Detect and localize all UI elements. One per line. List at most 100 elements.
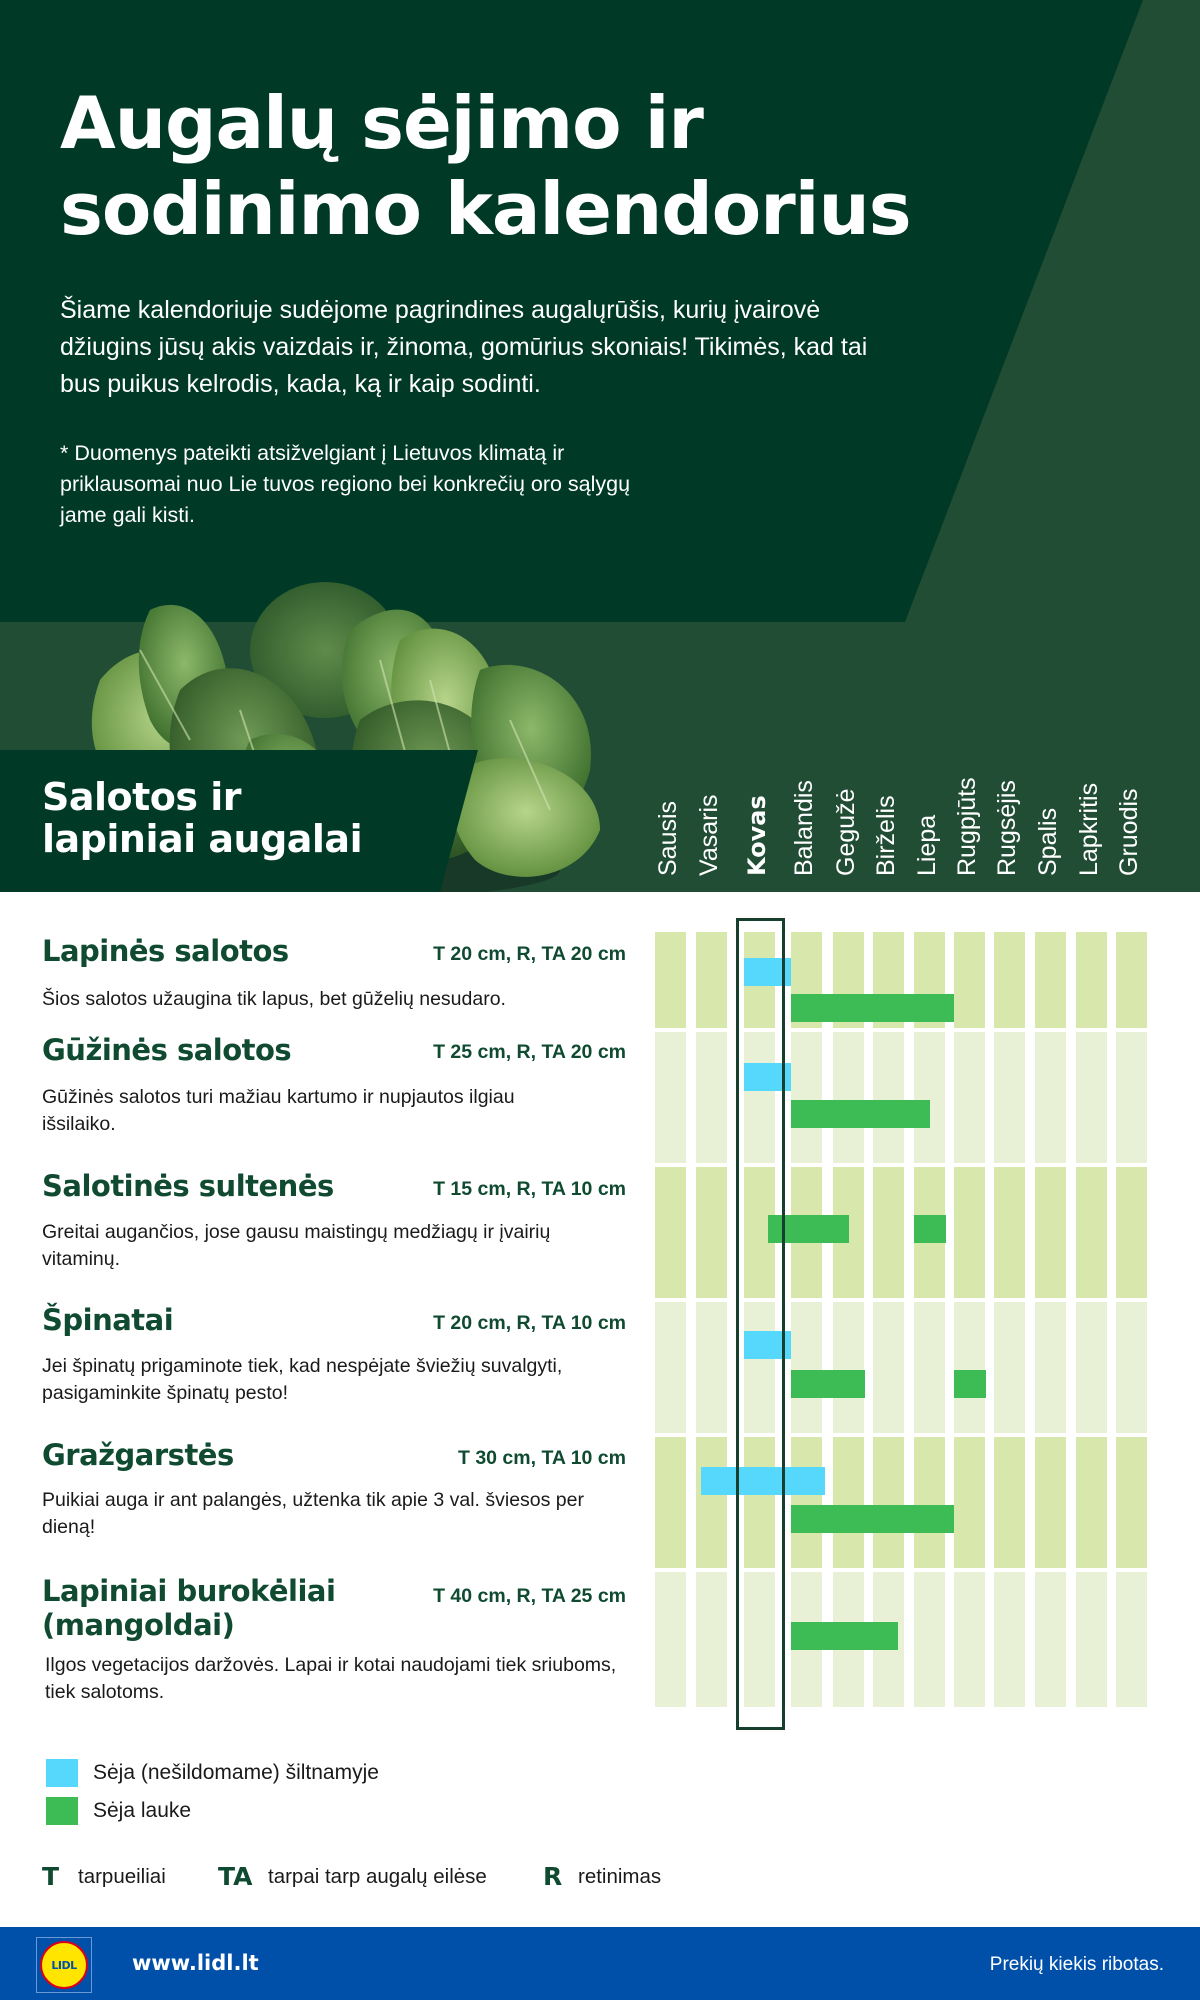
- grid-cell: [873, 1167, 904, 1298]
- grid-cell: [655, 932, 686, 1028]
- grid-cell: [994, 932, 1025, 1028]
- grid-cell: [914, 1302, 945, 1433]
- plant-name: Salotinės sultenės: [42, 1169, 334, 1203]
- plant-spacing: T 25 cm, R, TA 20 cm: [433, 1041, 626, 1063]
- grid-cell: [791, 1302, 822, 1433]
- plant-spacing: T 20 cm, R, TA 10 cm: [433, 1312, 626, 1334]
- greenhouse-swatch: [46, 1759, 78, 1787]
- grid-cell: [954, 932, 985, 1028]
- plant-description: Puikiai auga ir ant palangės, užtenka ti…: [42, 1489, 584, 1538]
- grid-cell: [954, 1167, 985, 1298]
- grid-cell: [1076, 1572, 1107, 1707]
- outdoor-sowing-bar: [791, 1100, 930, 1128]
- month-label-11: Lapkritis: [1075, 782, 1103, 876]
- plant-name: Špinatai: [42, 1303, 174, 1337]
- grid-cell: [1116, 1437, 1147, 1568]
- abbr-t-text: tarpueiliai: [78, 1865, 166, 1888]
- legend-outdoor-label: Sėja lauke: [93, 1799, 192, 1822]
- plant-description: Gūžinės salotos turi mažiau kartumo ir n…: [42, 1086, 515, 1135]
- grid-cell: [954, 1032, 985, 1163]
- grid-cell: [655, 1167, 686, 1298]
- page-title-line-2: sodinimo kalendorius: [60, 167, 912, 251]
- grid-cell: [1035, 1302, 1066, 1433]
- grid-cell: [1076, 1167, 1107, 1298]
- grid-cell: [1035, 932, 1066, 1028]
- website-link[interactable]: www.lidl.lt: [132, 1951, 259, 1975]
- plant-name: Lapiniai burokėliai (mangoldai): [42, 1574, 336, 1642]
- month-label-10: Spalis: [1034, 807, 1062, 876]
- grid-cell: [744, 1437, 775, 1568]
- month-label-9: Rugsėjis: [993, 780, 1021, 876]
- grid-cell: [954, 1302, 985, 1433]
- plant-description: Šios salotos užaugina tik lapus, bet gūž…: [42, 988, 506, 1010]
- grid-cell: [833, 1437, 864, 1568]
- month-label-2: Vasaris: [695, 794, 723, 876]
- grid-cell: [1035, 1032, 1066, 1163]
- page-title-line-1: Augalų sėjimo ir: [60, 81, 704, 165]
- month-label-5: Gegužė: [832, 788, 860, 876]
- grid-cell: [744, 1572, 775, 1707]
- grid-cell: [914, 1572, 945, 1707]
- grid-cell: [1076, 1302, 1107, 1433]
- grid-cell: [994, 1302, 1025, 1433]
- grid-cell: [994, 1167, 1025, 1298]
- grid-cell: [1116, 1032, 1147, 1163]
- month-label-3: Kovas: [743, 795, 771, 876]
- grid-cell: [696, 1167, 727, 1298]
- outdoor-sowing-bar: [791, 1370, 865, 1398]
- abbr-ta: TA: [218, 1862, 253, 1891]
- climate-note: * Duomenys pateikti atsižvelgiant į Liet…: [60, 441, 631, 527]
- grid-cell: [696, 1437, 727, 1568]
- grid-cell: [791, 1437, 822, 1568]
- plant-name: Gūžinės salotos: [42, 1033, 292, 1067]
- current-month-highlight: [736, 918, 785, 1730]
- section-title-line-1: Salotos ir: [42, 775, 242, 819]
- section-title: Salotos ir lapiniai augalai: [42, 775, 363, 861]
- footer: [0, 1927, 1200, 2000]
- grid-cell: [1116, 1302, 1147, 1433]
- abbr-t: T: [42, 1862, 60, 1891]
- grid-cell: [954, 1437, 985, 1568]
- grid-cell: [1116, 1167, 1147, 1298]
- month-label-6: Birželis: [872, 795, 900, 876]
- grid-cell: [655, 1032, 686, 1163]
- plant-spacing: T 30 cm, TA 10 cm: [458, 1447, 626, 1469]
- stock-disclaimer: Prekių kiekis ribotas.: [989, 1954, 1164, 1975]
- month-label-7: Liepa: [913, 814, 941, 876]
- grid-cell: [954, 1572, 985, 1707]
- plant-name-line-2: (mangoldai): [42, 1608, 235, 1642]
- grid-cell: [994, 1437, 1025, 1568]
- lidl-logo[interactable]: LIDL: [36, 1937, 92, 1993]
- grid-cell: [1076, 932, 1107, 1028]
- month-label-8: Rugpjūts: [953, 777, 981, 876]
- plant-spacing: T 20 cm, R, TA 20 cm: [433, 943, 626, 965]
- grid-cell: [1076, 1437, 1107, 1568]
- grid-cell: [696, 932, 727, 1028]
- section-title-line-2: lapiniai augalai: [42, 817, 363, 861]
- section-title-panel: [0, 750, 478, 892]
- grid-cell: [914, 1032, 945, 1163]
- grid-cell: [994, 1032, 1025, 1163]
- legend-greenhouse-label: Sėja (nešildomame) šiltnamyje: [93, 1761, 379, 1784]
- plant-name: Lapinės salotos: [42, 934, 289, 968]
- grid-cell: [1116, 932, 1147, 1028]
- grid-cell: [1076, 1032, 1107, 1163]
- outdoor-swatch: [46, 1797, 78, 1825]
- month-label-1: Sausis: [654, 800, 682, 876]
- plant-spacing: T 40 cm, R, TA 25 cm: [433, 1585, 626, 1607]
- grid-cell: [873, 1032, 904, 1163]
- grid-cell: [873, 1302, 904, 1433]
- outdoor-sowing-bar: [954, 1370, 986, 1398]
- month-label-12: Gruodis: [1115, 788, 1143, 876]
- plant-name-line-1: Lapiniai burokėliai: [42, 1574, 336, 1608]
- outdoor-sowing-bar: [791, 1622, 898, 1650]
- grid-cell: [833, 1302, 864, 1433]
- grid-cell: [833, 1032, 864, 1163]
- plant-description: Greitai augančios, jose gausu maistingų …: [42, 1221, 551, 1270]
- grid-cell: [1035, 1437, 1066, 1568]
- grid-cell: [1035, 1572, 1066, 1707]
- outdoor-sowing-bar: [791, 1505, 954, 1533]
- grid-cell: [914, 1437, 945, 1568]
- grid-cell: [655, 1302, 686, 1433]
- outdoor-sowing-bar: [914, 1215, 946, 1243]
